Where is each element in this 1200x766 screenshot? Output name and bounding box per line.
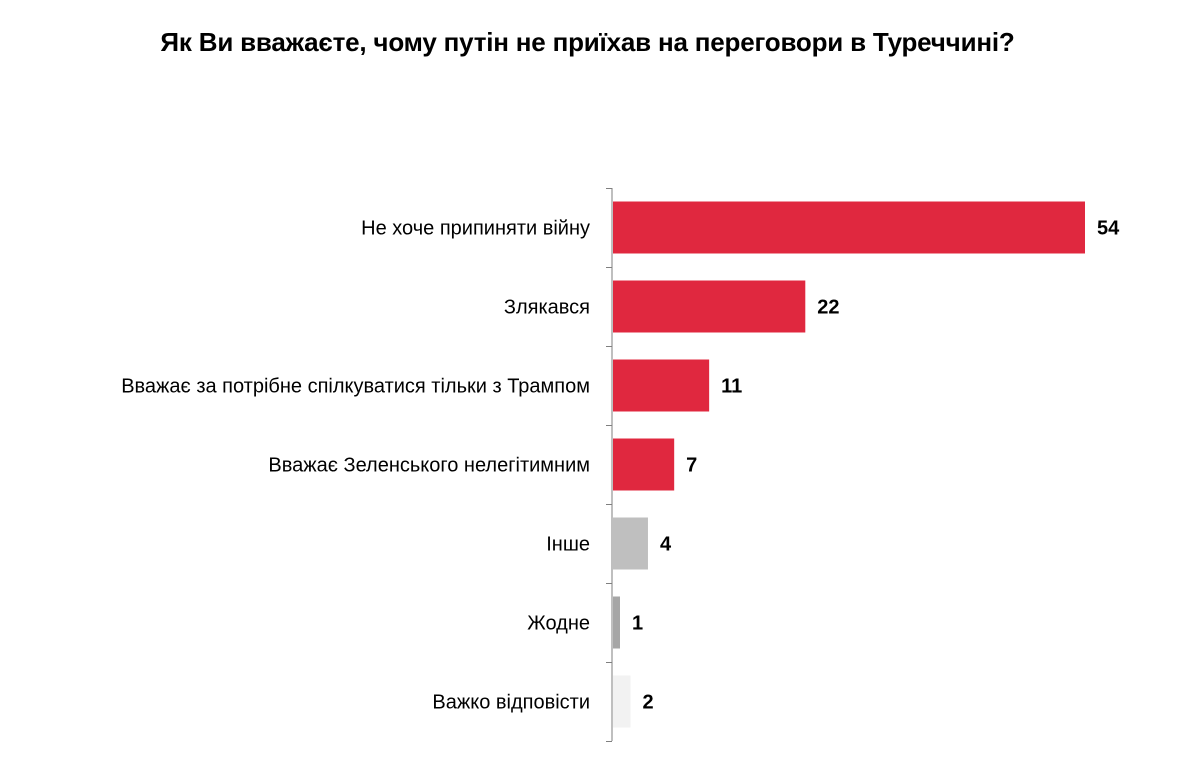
value-label: 4 [660, 534, 672, 556]
value-label: 1 [632, 613, 643, 635]
value-label: 7 [686, 455, 697, 477]
value-label: 2 [642, 692, 653, 714]
category-label: Жодне [527, 613, 590, 635]
category-label: Злякався [504, 297, 590, 319]
value-label: 22 [817, 297, 839, 319]
value-label: 54 [1097, 218, 1120, 240]
value-label: 11 [721, 376, 742, 398]
bar [613, 438, 675, 491]
category-label: Не хоче припиняти війну [361, 218, 590, 240]
bar [613, 517, 648, 570]
bar [613, 201, 1085, 254]
category-label: Вважає Зеленського нелегітимним [268, 455, 590, 477]
category-label: Важко відповісти [432, 692, 590, 714]
bar [613, 280, 806, 333]
chart-title: Як Ви вважаєте, чому путін не приїхав на… [160, 27, 1015, 57]
category-label: Інше [546, 534, 590, 556]
bar [613, 675, 631, 728]
category-label: Вважає за потрібне спілкуватися тільки з… [121, 376, 590, 398]
bar [613, 359, 710, 412]
bar [613, 596, 620, 649]
